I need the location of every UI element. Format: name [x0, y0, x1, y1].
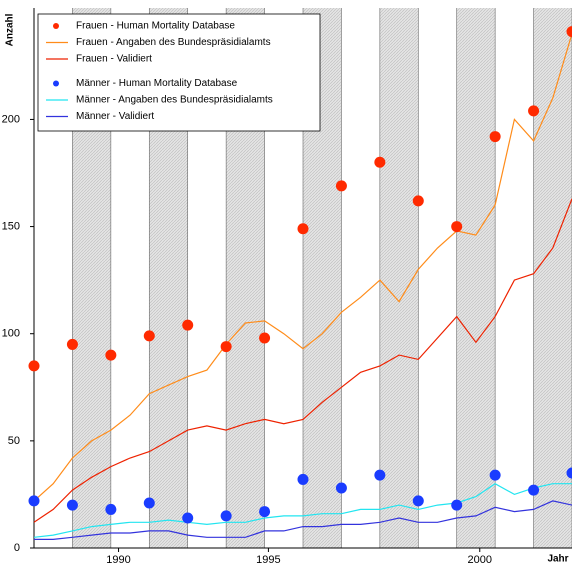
legend-label: Männer - Angaben des Bundespräsidialamts [76, 95, 273, 106]
data-point [143, 330, 155, 342]
data-point [489, 131, 501, 143]
data-point [335, 482, 347, 494]
data-point [374, 156, 386, 168]
data-point [528, 105, 540, 117]
plot-marks [28, 26, 572, 540]
data-point [528, 484, 540, 496]
series-line [33, 482, 572, 538]
data-point [143, 497, 155, 509]
legend-label: Frauen - Validiert [76, 54, 152, 65]
data-point [105, 349, 117, 361]
data-point [259, 506, 271, 518]
data-point [489, 469, 501, 481]
x-axis-label: Jahr [547, 554, 568, 565]
y-tick-label: 150 [2, 220, 20, 232]
y-tick-label: 0 [14, 542, 20, 554]
data-point [412, 495, 424, 507]
data-point [412, 195, 424, 207]
year-band [456, 8, 496, 548]
legend-marker [53, 23, 59, 29]
data-point [66, 499, 78, 511]
data-point [259, 332, 271, 344]
data-point [105, 503, 117, 515]
data-point [451, 499, 463, 511]
y-tick-label: 200 [2, 113, 20, 125]
x-tick-label: 2000 [468, 554, 492, 566]
legend-label: Männer - Human Mortality Database [76, 78, 238, 89]
data-point [182, 512, 194, 524]
data-point [28, 495, 40, 507]
grid: 0 50 100 150 200 1990 1995 2000 [2, 8, 572, 566]
legend-marker [53, 80, 59, 87]
x-tick-label: 1995 [256, 554, 280, 566]
data-point [566, 26, 572, 38]
series-line [34, 500, 572, 540]
data-point [220, 341, 232, 353]
data-point [566, 467, 572, 479]
legend-label: Männer - Validiert [76, 111, 154, 122]
year-band [533, 8, 572, 548]
data-point [451, 221, 463, 233]
data-point [28, 360, 40, 372]
y-axis-label: Anzahl [5, 13, 16, 46]
y-tick-label: 50 [8, 435, 20, 447]
data-point [220, 510, 232, 522]
legend: Frauen - Human Mortality Database Frauen … [37, 13, 321, 132]
y-tick-label: 100 [2, 328, 20, 340]
year-band [379, 8, 419, 548]
legend-label: Frauen - Human Mortality Database [76, 21, 235, 32]
data-point [182, 319, 194, 331]
data-point [374, 469, 386, 481]
legend-box [37, 13, 321, 132]
series-line [33, 33, 572, 502]
data-point [335, 180, 347, 192]
data-point [66, 338, 78, 350]
x-tick-label: 1990 [106, 554, 130, 566]
data-point [297, 223, 309, 235]
series-line [33, 198, 572, 523]
data-point [297, 473, 309, 485]
legend-label: Frauen - Angaben des Bundespräsidialamts [76, 37, 271, 48]
